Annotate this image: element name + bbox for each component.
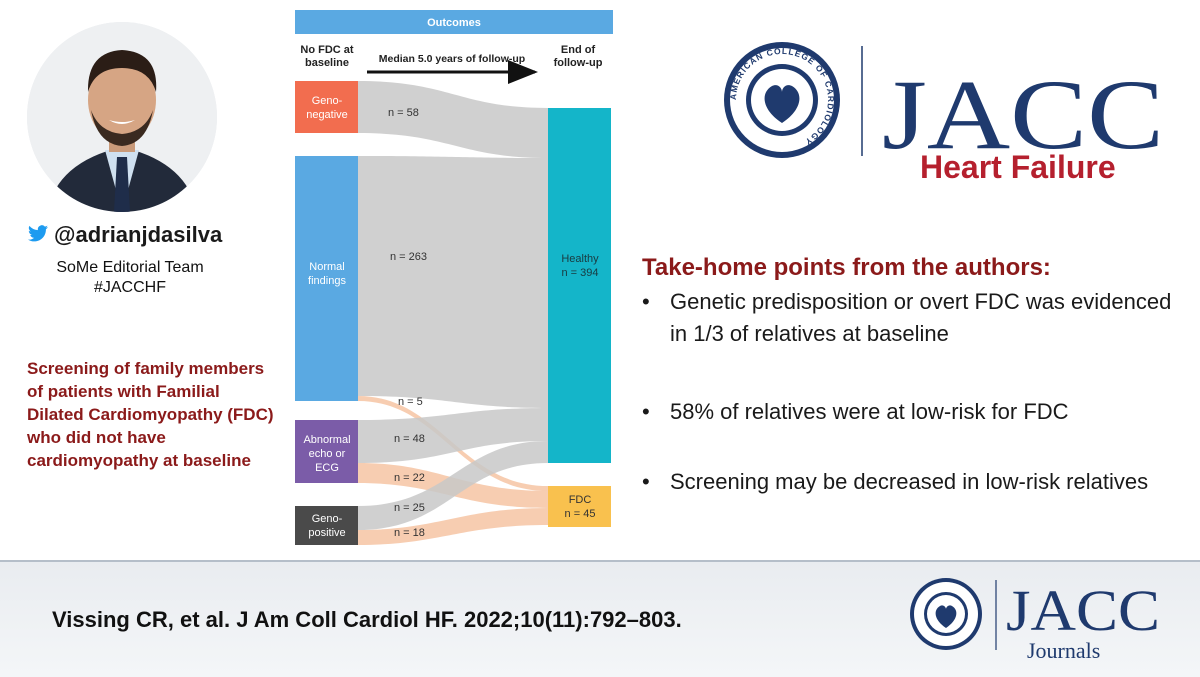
- bullet-text: Genetic predisposition or overt FDC was …: [670, 289, 1172, 346]
- flow-label-18: n = 18: [394, 527, 425, 539]
- bullet-dot-icon: •: [642, 399, 650, 424]
- screening-description: Screening of family members of patients …: [27, 359, 274, 470]
- sankey-diagram: Outcomes No FDC at baseline Median 5.0 y…: [295, 10, 613, 545]
- col-right-line2: follow-up: [554, 57, 603, 69]
- team-line-1: SoMe Editorial Team: [56, 259, 204, 276]
- node-fdc: [548, 486, 611, 527]
- flow-normal-healthy: [358, 156, 548, 408]
- flow-label-22: n = 22: [394, 472, 425, 484]
- healthy-label-2: n = 394: [561, 267, 598, 279]
- normal-label-1: Normal: [309, 261, 344, 273]
- node-normal-findings: [295, 156, 358, 401]
- node-healthy: [548, 108, 611, 463]
- handle-text: @adrianjdasilva: [54, 222, 223, 247]
- citation: Vissing CR, et al. J Am Coll Cardiol HF.…: [52, 607, 682, 632]
- node-geno-negative: [295, 81, 358, 133]
- flow-label-58: n = 58: [388, 107, 419, 119]
- takehome-bullet: • 58% of relatives were at low-risk for …: [642, 396, 1182, 428]
- footer-band: [0, 560, 1200, 677]
- abnormal-label-3: ECG: [315, 462, 339, 474]
- jacc-heart-failure-logo: AMERICAN COLLEGE OF CARDIOLOGY JACC Hear…: [724, 42, 1164, 185]
- geno-negative-label-2: negative: [306, 109, 348, 121]
- node-geno-positive: [295, 506, 358, 545]
- team-hashtag: #JACCHF: [93, 279, 166, 296]
- acc-seal-small-icon: [910, 578, 982, 650]
- healthy-label-1: Healthy: [561, 253, 599, 265]
- bullet-dot-icon: •: [642, 289, 650, 314]
- flow-geno-positive-healthy: [358, 441, 548, 530]
- flow-geno-negative-healthy: [358, 81, 548, 158]
- twitter-handle[interactable]: @adrianjdasilva: [28, 222, 228, 248]
- col-left-line2: baseline: [305, 57, 349, 69]
- flow-label-25: n = 25: [394, 502, 425, 514]
- author-photo: [27, 22, 217, 212]
- arrow-label: Median 5.0 years of follow-up: [379, 53, 525, 65]
- bullet-text: Screening may be decreased in low-risk r…: [670, 469, 1149, 494]
- geno-negative-label-1: Geno-: [312, 95, 343, 107]
- flow-abnormal-healthy: [358, 408, 548, 463]
- flow-label-48: n = 48: [394, 433, 425, 445]
- jacc-journals-logo: JACC Journals: [910, 578, 1160, 663]
- takehome-bullet: • Genetic predisposition or overt FDC wa…: [642, 286, 1182, 350]
- normal-label-2: findings: [308, 275, 346, 287]
- geno-positive-label-1: Geno-: [312, 513, 343, 525]
- takehome-bullet: • Screening may be decreased in low-risk…: [642, 466, 1182, 498]
- bullet-dot-icon: •: [642, 469, 650, 494]
- footer-jacc-wordmark: JACC: [1006, 578, 1160, 643]
- heart-failure-wordmark: Heart Failure: [920, 149, 1116, 185]
- fdc-label-2: n = 45: [565, 508, 596, 520]
- flow-label-5: n = 5: [398, 396, 423, 408]
- col-left-line1: No FDC at: [300, 44, 354, 56]
- node-abnormal-echo-ecg: [295, 420, 358, 483]
- outcomes-header: Outcomes: [427, 17, 481, 29]
- flow-geno-positive-fdc: [358, 508, 548, 545]
- takehome-title: Take-home points from the authors:: [642, 254, 1051, 281]
- twitter-bird-icon: [28, 222, 48, 248]
- acc-seal-icon: AMERICAN COLLEGE OF CARDIOLOGY: [724, 42, 840, 158]
- abnormal-label-2: echo or: [309, 448, 346, 460]
- col-right-line1: End of: [561, 44, 596, 56]
- editorial-team: SoMe Editorial Team #JACCHF: [20, 258, 240, 298]
- jacc-wordmark: JACC: [882, 59, 1164, 170]
- fdc-label-1: FDC: [569, 494, 592, 506]
- outcomes-header-bar: [295, 10, 613, 34]
- bullet-text: 58% of relatives were at low-risk for FD…: [670, 399, 1069, 424]
- abnormal-label-1: Abnormal: [303, 434, 350, 446]
- flow-label-263: n = 263: [390, 251, 427, 263]
- geno-positive-label-2: positive: [308, 527, 345, 539]
- journals-wordmark: Journals: [1027, 638, 1100, 663]
